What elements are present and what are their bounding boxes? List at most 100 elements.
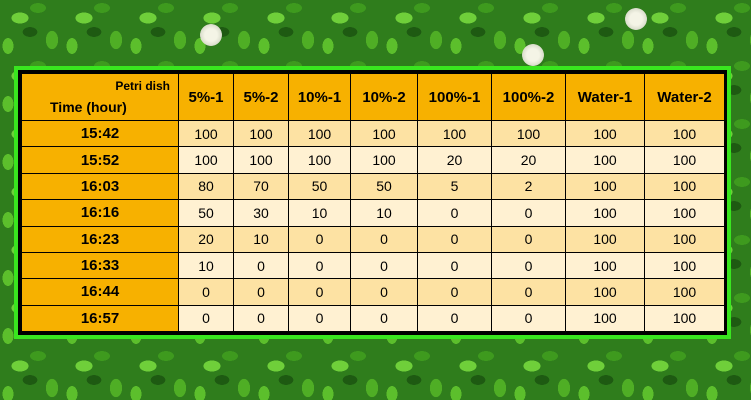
value-cell: 100 bbox=[350, 146, 418, 174]
table-row: 16:44 0 0 0 0 0 0 100 100 bbox=[21, 278, 725, 306]
value-cell: 100 bbox=[288, 119, 351, 148]
value-cell: 0 bbox=[350, 225, 418, 253]
value-cell: 0 bbox=[417, 251, 492, 280]
value-cell: 0 bbox=[417, 225, 492, 253]
time-cell: 16:44 bbox=[21, 278, 179, 306]
value-cell: 0 bbox=[417, 199, 492, 227]
column-header: 10%-2 bbox=[350, 73, 418, 121]
value-cell: 0 bbox=[178, 304, 234, 333]
time-cell: 16:16 bbox=[21, 199, 179, 227]
value-cell: 0 bbox=[233, 251, 289, 280]
column-header: 5%-2 bbox=[233, 73, 289, 121]
value-cell: 2 bbox=[491, 172, 566, 201]
value-cell: 100 bbox=[565, 304, 645, 333]
value-cell: 100 bbox=[565, 251, 645, 280]
time-cell: 16:03 bbox=[21, 172, 179, 201]
value-cell: 0 bbox=[491, 251, 566, 280]
table-body: 15:42 100 100 100 100 100 100 100 100 15:52 100 100… bbox=[21, 119, 725, 333]
value-cell: 0 bbox=[350, 304, 418, 333]
value-cell: 0 bbox=[288, 225, 351, 253]
column-header: 5%-1 bbox=[178, 73, 234, 121]
column-header: 10%-1 bbox=[288, 73, 351, 121]
table-row: 16:33 10 0 0 0 0 0 100 100 bbox=[21, 251, 725, 280]
value-cell: 0 bbox=[491, 225, 566, 253]
corner-cell: Petri dish Time (hour) bbox=[21, 73, 179, 121]
value-cell: 50 bbox=[288, 172, 351, 201]
time-cell: 15:42 bbox=[21, 119, 179, 148]
value-cell: 10 bbox=[350, 199, 418, 227]
value-cell: 100 bbox=[644, 172, 725, 201]
value-cell: 0 bbox=[233, 304, 289, 333]
value-cell: 0 bbox=[491, 278, 566, 306]
table-row: 16:16 50 30 10 10 0 0 100 100 bbox=[21, 199, 725, 227]
value-cell: 20 bbox=[178, 225, 234, 253]
data-table: Petri dish Time (hour) 5%-1 5%-2 10%-1 10%-… bbox=[21, 73, 725, 333]
value-cell: 100 bbox=[565, 225, 645, 253]
table-row: 16:23 20 10 0 0 0 0 100 100 bbox=[21, 225, 725, 253]
value-cell: 0 bbox=[491, 199, 566, 227]
value-cell: 100 bbox=[644, 278, 725, 306]
value-cell: 30 bbox=[233, 199, 289, 227]
column-axis-label: Petri dish bbox=[115, 79, 170, 93]
value-cell: 100 bbox=[233, 119, 289, 148]
value-cell: 100 bbox=[350, 119, 418, 148]
value-cell: 20 bbox=[417, 146, 492, 174]
value-cell: 5 bbox=[417, 172, 492, 201]
value-cell: 100 bbox=[644, 199, 725, 227]
value-cell: 100 bbox=[565, 119, 645, 148]
row-axis-label: Time (hour) bbox=[50, 99, 127, 115]
value-cell: 100 bbox=[178, 146, 234, 174]
value-cell: 20 bbox=[491, 146, 566, 174]
value-cell: 100 bbox=[644, 146, 725, 174]
value-cell: 100 bbox=[644, 251, 725, 280]
value-cell: 0 bbox=[288, 304, 351, 333]
value-cell: 10 bbox=[178, 251, 234, 280]
value-cell: 0 bbox=[288, 251, 351, 280]
table-row: 15:52 100 100 100 100 20 20 100 100 bbox=[21, 146, 725, 174]
value-cell: 100 bbox=[565, 172, 645, 201]
value-cell: 100 bbox=[644, 304, 725, 333]
table-row: 15:42 100 100 100 100 100 100 100 100 bbox=[21, 119, 725, 148]
column-header: 100%-1 bbox=[417, 73, 492, 121]
value-cell: 100 bbox=[644, 119, 725, 148]
value-cell: 100 bbox=[233, 146, 289, 174]
flower bbox=[200, 24, 222, 46]
value-cell: 100 bbox=[491, 119, 566, 148]
value-cell: 10 bbox=[288, 199, 351, 227]
value-cell: 50 bbox=[350, 172, 418, 201]
value-cell: 100 bbox=[417, 119, 492, 148]
value-cell: 10 bbox=[233, 225, 289, 253]
value-cell: 100 bbox=[565, 278, 645, 306]
value-cell: 100 bbox=[644, 225, 725, 253]
value-cell: 0 bbox=[178, 278, 234, 306]
value-cell: 0 bbox=[417, 304, 492, 333]
column-header: Water-1 bbox=[565, 73, 645, 121]
value-cell: 100 bbox=[178, 119, 234, 148]
header-row: Petri dish Time (hour) 5%-1 5%-2 10%-1 10%-… bbox=[21, 73, 725, 121]
flower bbox=[625, 8, 647, 30]
table-row: 16:03 80 70 50 50 5 2 100 100 bbox=[21, 172, 725, 201]
value-cell: 0 bbox=[233, 278, 289, 306]
column-header: Water-2 bbox=[644, 73, 725, 121]
value-cell: 50 bbox=[178, 199, 234, 227]
table-row: 16:57 0 0 0 0 0 0 100 100 bbox=[21, 304, 725, 333]
value-cell: 80 bbox=[178, 172, 234, 201]
column-header: 100%-2 bbox=[491, 73, 566, 121]
value-cell: 100 bbox=[565, 199, 645, 227]
table-frame: Petri dish Time (hour) 5%-1 5%-2 10%-1 10%-… bbox=[14, 66, 731, 339]
value-cell: 100 bbox=[288, 146, 351, 174]
value-cell: 0 bbox=[350, 251, 418, 280]
time-cell: 16:23 bbox=[21, 225, 179, 253]
time-cell: 15:52 bbox=[21, 146, 179, 174]
value-cell: 100 bbox=[565, 146, 645, 174]
value-cell: 0 bbox=[288, 278, 351, 306]
value-cell: 0 bbox=[417, 278, 492, 306]
flower bbox=[522, 44, 544, 66]
value-cell: 0 bbox=[350, 278, 418, 306]
time-cell: 16:33 bbox=[21, 251, 179, 280]
value-cell: 0 bbox=[491, 304, 566, 333]
time-cell: 16:57 bbox=[21, 304, 179, 333]
value-cell: 70 bbox=[233, 172, 289, 201]
